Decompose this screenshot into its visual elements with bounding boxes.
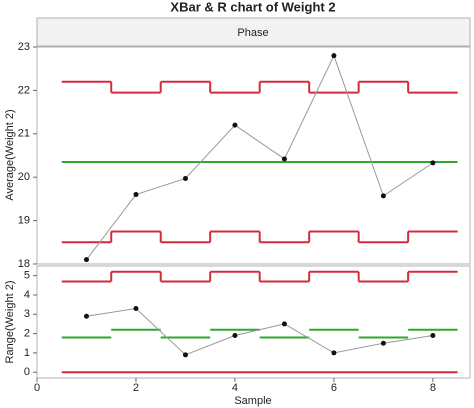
phase-header bbox=[36, 17, 471, 47]
y-tick-label: 20 bbox=[18, 171, 30, 183]
data-line bbox=[86, 307, 433, 356]
data-point bbox=[182, 352, 188, 358]
plot-frame bbox=[36, 46, 471, 265]
data-point bbox=[232, 333, 238, 339]
y-tick-label: 19 bbox=[18, 215, 30, 227]
data-point bbox=[182, 176, 188, 182]
data-line bbox=[86, 54, 434, 260]
y-tick-label: 23 bbox=[18, 41, 30, 53]
data-point bbox=[331, 53, 337, 59]
x-tick-label: 2 bbox=[133, 382, 139, 394]
y-tick-label: 0 bbox=[24, 366, 30, 378]
data-point bbox=[281, 156, 287, 162]
data-point bbox=[133, 305, 139, 311]
x-tick-label: 6 bbox=[331, 382, 337, 394]
data-point bbox=[232, 122, 238, 128]
y-tick-label: 4 bbox=[24, 289, 30, 301]
x-axis-title: Sample bbox=[234, 395, 271, 407]
data-point bbox=[380, 340, 386, 346]
data-point bbox=[380, 193, 386, 199]
data-point bbox=[430, 160, 436, 166]
data-point bbox=[281, 321, 287, 327]
chart-title: XBar & R chart of Weight 2 bbox=[170, 0, 335, 14]
y-tick-label: 22 bbox=[18, 84, 30, 96]
data-point bbox=[133, 192, 139, 198]
x-tick-label: 8 bbox=[430, 382, 436, 394]
y-axis-title: Average(Weight 2) bbox=[4, 109, 16, 200]
plot-frame bbox=[36, 265, 471, 379]
x-tick-label: 4 bbox=[232, 382, 238, 394]
data-point bbox=[430, 333, 436, 339]
y-axis-title: Range(Weight 2) bbox=[4, 281, 16, 364]
y-tick-label: 1 bbox=[24, 347, 30, 359]
data-point bbox=[331, 350, 337, 356]
data-point bbox=[83, 313, 89, 319]
y-tick-label: 18 bbox=[18, 258, 30, 270]
y-tick-label: 21 bbox=[18, 128, 30, 140]
y-tick-label: 2 bbox=[24, 327, 30, 339]
y-tick-label: 3 bbox=[24, 308, 30, 320]
y-tick-label: 5 bbox=[24, 270, 30, 282]
data-point bbox=[83, 257, 89, 263]
x-tick-label: 0 bbox=[34, 382, 40, 394]
phase-label: Phase bbox=[237, 27, 268, 39]
